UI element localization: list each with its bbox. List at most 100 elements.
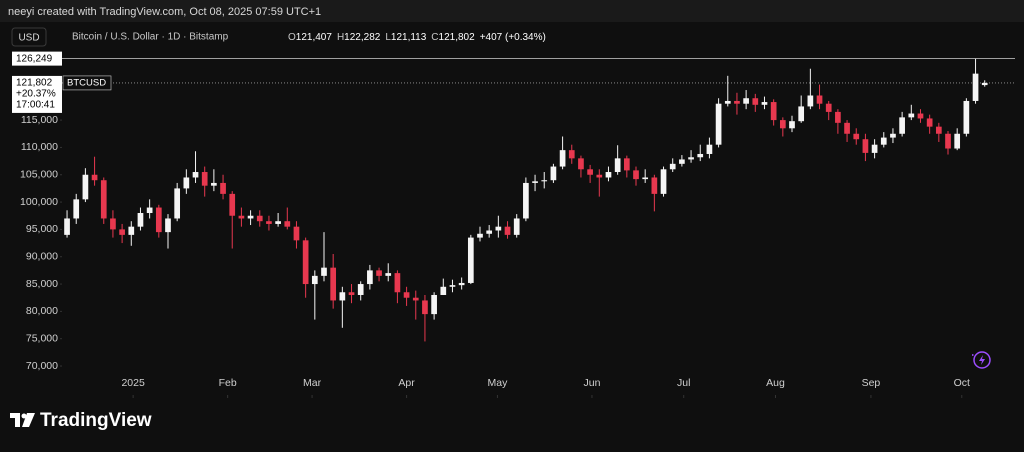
candle-body — [467, 237, 474, 283]
y-tick-label: 110,000 — [21, 141, 58, 153]
chart-title: Bitcoin / U.S. Dollar · 1D · Bitstamp — [72, 32, 229, 43]
ohlc-key: O — [288, 32, 296, 43]
candle-body — [798, 106, 805, 122]
candle-body — [752, 98, 759, 105]
candle-body — [229, 193, 236, 216]
symbol-box — [62, 75, 112, 91]
candle-body — [201, 172, 208, 186]
candle-body — [91, 174, 98, 181]
candle-body — [853, 133, 860, 140]
candle-body — [238, 215, 245, 219]
candle-body — [458, 282, 465, 286]
x-tick-label: Jun — [583, 377, 600, 389]
price-label: 121,802 — [16, 78, 53, 89]
candle-body — [972, 73, 979, 101]
candle-body — [981, 82, 988, 86]
candle-body — [266, 221, 272, 224]
y-tick-label: 80,000 — [26, 305, 58, 317]
x-tick-label: Aug — [766, 377, 785, 389]
ohlc-key: C — [431, 32, 438, 43]
candle-body — [614, 158, 621, 173]
candle-body — [541, 180, 548, 182]
candle-body — [211, 182, 217, 186]
currency-button[interactable] — [11, 27, 47, 47]
candle-body — [770, 102, 777, 121]
candle-body — [513, 218, 520, 235]
candle-body — [532, 181, 538, 183]
brand-logo — [10, 413, 35, 427]
y-tick-label: 70,000 — [26, 360, 58, 372]
candle-body — [734, 100, 740, 104]
candle-body — [330, 267, 337, 301]
candle-body — [137, 213, 144, 227]
candle-body — [100, 180, 107, 219]
candle-body — [275, 221, 281, 224]
candle-body — [403, 292, 410, 298]
ohlc-value: 122,282 — [344, 32, 381, 43]
candle-body — [926, 118, 933, 127]
ohlc-value: 121,407 — [296, 32, 333, 43]
candle-body — [963, 100, 970, 134]
plot-area: 70,000 75,000 80,000 85,000 90,000 95,000 100,… — [20, 58, 1015, 398]
candle-body — [559, 150, 566, 167]
candle-body — [917, 113, 924, 119]
candle-body — [688, 157, 694, 160]
candle-body — [128, 226, 135, 235]
candle-body — [394, 273, 401, 293]
candle-body — [192, 172, 199, 178]
candle-body — [504, 226, 511, 235]
ohlc-legend: O121,407 H122,282 L121,113 C121,802 +407 (+0… — [288, 32, 546, 43]
ohlc-key: L — [385, 32, 391, 43]
brand-name: TradingView — [40, 410, 152, 431]
candle-body — [110, 218, 116, 230]
candle-body — [568, 150, 575, 159]
candle-body — [523, 182, 529, 219]
candle-body — [165, 218, 171, 233]
candle-body — [623, 158, 630, 171]
y-tick-label: 90,000 — [26, 251, 58, 263]
candle-body — [73, 199, 80, 219]
candle-body — [660, 169, 667, 194]
ohlc-value: 121,802 — [439, 32, 476, 43]
candle-body — [119, 229, 125, 235]
x-tick-label: Oct — [954, 377, 970, 389]
candle-body — [633, 170, 639, 180]
candle-body — [587, 169, 593, 175]
candle-body — [578, 158, 584, 170]
candle-body — [376, 270, 382, 276]
symbol-label: BTCUSD — [67, 77, 106, 88]
candle-body — [357, 284, 364, 295]
candle-body — [302, 240, 309, 285]
candle-body — [825, 103, 832, 112]
high-label-box — [12, 51, 62, 66]
y-tick-label: 95,000 — [26, 223, 58, 235]
y-tick-label: 105,000 — [20, 169, 58, 181]
candle-body — [954, 133, 961, 149]
currency-label[interactable]: USD — [18, 33, 39, 44]
y-tick-label: 75,000 — [26, 332, 58, 344]
candle-body — [880, 137, 887, 145]
header-text: neeyi created with TradingView.com, Oct … — [8, 6, 321, 18]
x-tick-label: Mar — [303, 377, 322, 389]
candle-body — [284, 221, 291, 227]
y-tick-label: 115,000 — [21, 114, 58, 126]
candle-body — [412, 297, 419, 301]
candle-body — [146, 207, 153, 214]
candle-body — [495, 226, 502, 231]
candle-body — [220, 182, 226, 194]
candle-body — [862, 139, 869, 153]
candle-body — [706, 144, 713, 154]
candle-body — [743, 98, 749, 104]
candle-body — [642, 177, 649, 180]
icon[interactable] — [972, 351, 991, 369]
x-tick-label: May — [488, 377, 509, 389]
candle-body — [890, 133, 896, 138]
x-tick-label: Feb — [219, 377, 237, 389]
candle-body — [715, 103, 722, 145]
candle-body — [669, 163, 676, 170]
price-label-box — [12, 75, 62, 113]
candle-body — [605, 172, 612, 178]
candle-body — [385, 273, 392, 276]
candle-body — [844, 122, 850, 134]
